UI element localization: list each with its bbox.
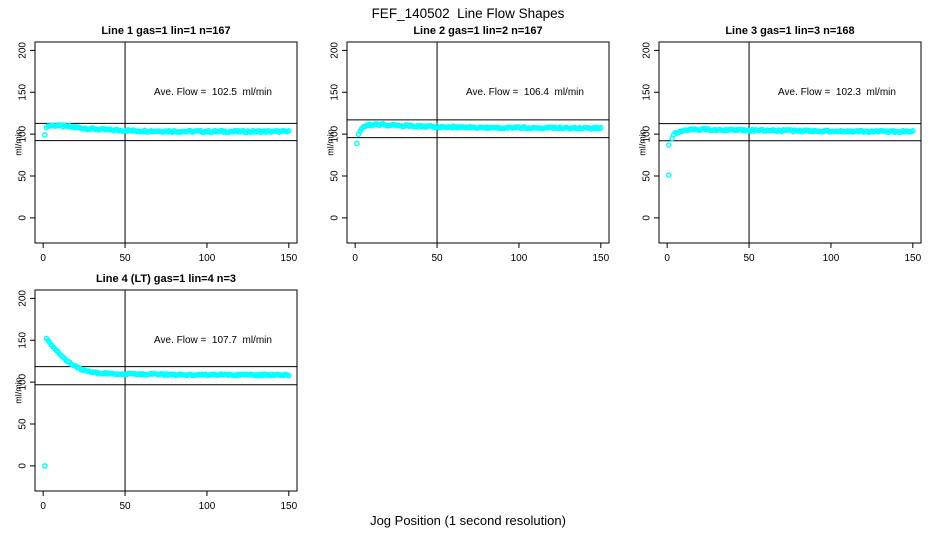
svg-text:0: 0: [664, 253, 670, 264]
panel-line-2: Line 2 gas=1 lin=2 n=167 0 50 100 150 0 50 100…: [324, 24, 636, 274]
svg-text:50: 50: [18, 418, 29, 430]
svg-text:200: 200: [330, 42, 341, 59]
x-axis: 0 50 100 150: [664, 243, 922, 264]
svg-text:150: 150: [18, 331, 29, 348]
ave-flow-annotation: Ave. Flow = 107.7 ml/min: [154, 335, 272, 346]
svg-text:150: 150: [280, 501, 297, 512]
svg-text:150: 150: [904, 253, 921, 264]
svg-text:150: 150: [330, 83, 341, 100]
panel-title: Line 4 (LT) gas=1 lin=4 n=3: [95, 273, 237, 285]
svg-text:100: 100: [823, 253, 840, 264]
data-points: [666, 125, 916, 178]
y-axis-label: ml/min: [325, 129, 335, 156]
svg-text:100: 100: [18, 125, 29, 142]
svg-text:0: 0: [40, 501, 46, 512]
panel-line-3: Line 3 gas=1 lin=3 n=168 0 50 100 150 0 50 100…: [636, 24, 936, 274]
y-axis: 0 50 100 150 200 ml/min: [325, 42, 347, 221]
panel-title: Line 1 gas=1 lin=1 n=167: [101, 25, 231, 37]
svg-text:50: 50: [744, 253, 756, 264]
svg-text:50: 50: [330, 170, 341, 182]
y-axis-label: ml/min: [637, 129, 647, 156]
svg-text:100: 100: [642, 125, 653, 142]
x-axis-title: Jog Position (1 second resolution): [370, 513, 566, 528]
svg-text:0: 0: [642, 215, 653, 221]
svg-text:150: 150: [18, 83, 29, 100]
svg-text:100: 100: [330, 125, 341, 142]
plot-box: [34, 41, 298, 244]
data-points: [42, 335, 292, 469]
ave-flow-annotation: Ave. Flow = 102.5 ml/min: [154, 87, 272, 98]
svg-text:100: 100: [511, 253, 528, 264]
x-axis: 0 50 100 150: [40, 491, 298, 512]
svg-text:50: 50: [432, 253, 444, 264]
panel-line-1: Line 1 gas=1 lin=1 n=167 0 50 100 150 0 50 100…: [12, 24, 324, 274]
y-axis: 0 50 100 150 200 ml/min: [13, 290, 35, 469]
reference-lines: [35, 42, 297, 243]
y-axis-label: ml/min: [13, 129, 23, 156]
data-points: [42, 122, 292, 138]
plot-box: [346, 41, 610, 244]
y-axis-label: ml/min: [13, 377, 23, 404]
scatter-plot-line-3: 0 50 100 150 0 50 100 150 200 ml/min: [637, 41, 922, 264]
ave-flow-annotation: Ave. Flow = 106.4 ml/min: [466, 87, 584, 98]
panel-line-4: Line 4 (LT) gas=1 lin=4 n=3 0 50 100 150 0 50…: [12, 272, 324, 522]
svg-text:50: 50: [642, 170, 653, 182]
panel-title: Line 2 gas=1 lin=2 n=167: [413, 25, 543, 37]
svg-text:200: 200: [18, 42, 29, 59]
scatter-plot-line-2: 0 50 100 150 0 50 100 150 200 ml/min: [325, 41, 610, 264]
x-axis: 0 50 100 150: [40, 243, 298, 264]
svg-text:150: 150: [280, 253, 297, 264]
reference-lines: [347, 42, 609, 243]
figure-title: FEF_140502 Line Flow Shapes: [371, 6, 565, 21]
plot-box: [658, 41, 922, 244]
svg-text:150: 150: [592, 253, 609, 264]
panel-title: Line 3 gas=1 lin=3 n=168: [725, 25, 855, 37]
plot-box: [34, 289, 298, 492]
svg-text:100: 100: [18, 373, 29, 390]
svg-text:50: 50: [18, 170, 29, 182]
x-axis: 0 50 100 150: [352, 243, 610, 264]
svg-text:0: 0: [18, 215, 29, 221]
svg-text:0: 0: [330, 215, 341, 221]
svg-text:50: 50: [120, 253, 132, 264]
svg-text:100: 100: [199, 501, 216, 512]
scatter-plot-line-4: 0 50 100 150 0 50 100 150 200 ml/min: [13, 289, 298, 512]
svg-text:200: 200: [18, 290, 29, 307]
svg-text:150: 150: [642, 83, 653, 100]
reference-lines: [659, 42, 921, 243]
ave-flow-annotation: Ave. Flow = 102.3 ml/min: [778, 87, 896, 98]
svg-text:100: 100: [199, 253, 216, 264]
svg-text:0: 0: [18, 463, 29, 469]
data-points: [354, 121, 604, 147]
svg-text:50: 50: [120, 501, 132, 512]
scatter-plot-line-1: 0 50 100 150 0 50 100 150 200 ml/min: [13, 41, 298, 264]
y-axis: 0 50 100 150 200 ml/min: [13, 42, 35, 221]
y-axis: 0 50 100 150 200 ml/min: [637, 42, 659, 221]
svg-text:0: 0: [40, 253, 46, 264]
reference-lines: [35, 290, 297, 491]
svg-text:200: 200: [642, 42, 653, 59]
svg-text:0: 0: [352, 253, 358, 264]
